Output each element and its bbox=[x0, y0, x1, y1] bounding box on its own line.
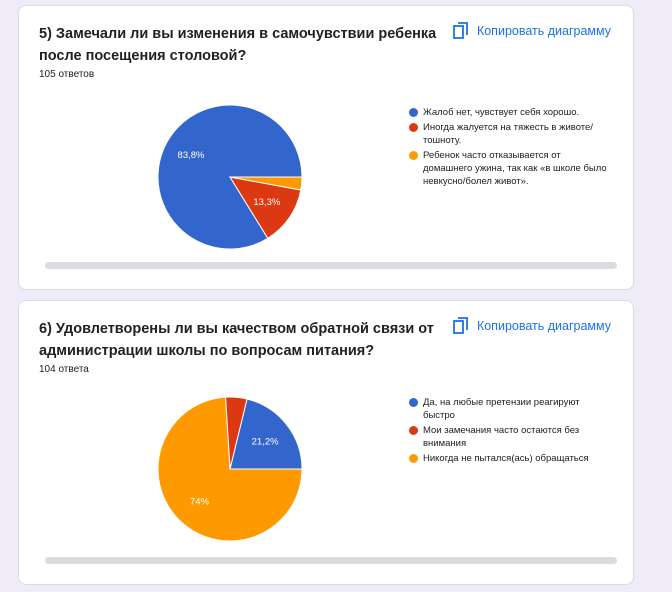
legend-swatch bbox=[409, 123, 418, 132]
question-title: 6) Удовлетворены ли вы качеством обратно… bbox=[39, 321, 434, 359]
pie-slice-1 bbox=[228, 176, 302, 239]
legend-item-1: Мои замечания часто остаются без внимани… bbox=[409, 424, 609, 450]
copy-chart-button[interactable]: Копировать диаграмму bbox=[453, 20, 611, 42]
pie-chart: 83,8% 13,3% bbox=[157, 104, 303, 250]
copy-icon bbox=[453, 22, 468, 39]
legend-item-1: Иногда жалуется на тяжесть в животе/тошн… bbox=[409, 121, 609, 147]
horizontal-scrollbar[interactable] bbox=[45, 557, 617, 564]
legend-item-0: Жалоб нет, чувствует себя хорошо. bbox=[409, 106, 609, 119]
legend-swatch bbox=[409, 454, 418, 463]
pie-slice-label-1: 13,3% bbox=[253, 197, 280, 208]
legend-item-2: Ребенок часто отказывается от домашнего … bbox=[409, 149, 609, 188]
pie-slice-label-2: 74% bbox=[190, 497, 210, 508]
question-title: 5) Замечали ли вы изменения в самочувств… bbox=[39, 26, 437, 64]
legend-label: Мои замечания часто остаются без внимани… bbox=[423, 425, 580, 449]
copy-chart-label: Копировать диаграмму bbox=[476, 319, 611, 333]
legend-label: Да, на любые претензии реагируют быстро bbox=[423, 397, 580, 421]
legend-label: Ребенок часто отказывается от домашнего … bbox=[423, 150, 607, 187]
legend-label: Иногда жалуется на тяжесть в животе/тошн… bbox=[423, 122, 593, 146]
pie-slice-2 bbox=[157, 396, 303, 542]
legend-item-0: Да, на любые претензии реагируют быстро bbox=[409, 396, 609, 422]
pie-slice-label-0: 83,8% bbox=[178, 150, 205, 161]
pie-chart: 21,2% 74% bbox=[157, 396, 303, 542]
copy-chart-label: Копировать диаграмму bbox=[476, 24, 611, 38]
response-count: 104 ответа bbox=[39, 364, 89, 375]
horizontal-scrollbar[interactable] bbox=[45, 262, 617, 269]
chart-legend: Жалоб нет, чувствует себя хорошо. Иногда … bbox=[409, 106, 609, 190]
legend-swatch bbox=[409, 151, 418, 160]
question-card-5: 5) Замечали ли вы изменения в самочувств… bbox=[18, 5, 634, 290]
response-count: 105 ответов bbox=[39, 69, 95, 80]
copy-icon bbox=[453, 317, 468, 334]
legend-item-2: Никогда не пытался(ась) обращаться bbox=[409, 452, 609, 465]
legend-label: Жалоб нет, чувствует себя хорошо. bbox=[423, 107, 580, 118]
legend-label: Никогда не пытался(ась) обращаться bbox=[423, 453, 589, 464]
question-card-6: 6) Удовлетворены ли вы качеством обратно… bbox=[18, 300, 634, 585]
legend-swatch bbox=[409, 398, 418, 407]
copy-chart-button[interactable]: Копировать диаграмму bbox=[453, 315, 611, 337]
chart-legend: Да, на любые претензии реагируют быстро М… bbox=[409, 396, 609, 467]
legend-swatch bbox=[409, 426, 418, 435]
legend-swatch bbox=[409, 108, 418, 117]
pie-slice-2 bbox=[229, 176, 303, 191]
pie-slice-0 bbox=[229, 398, 303, 470]
pie-slice-label-0: 21,2% bbox=[252, 436, 279, 447]
